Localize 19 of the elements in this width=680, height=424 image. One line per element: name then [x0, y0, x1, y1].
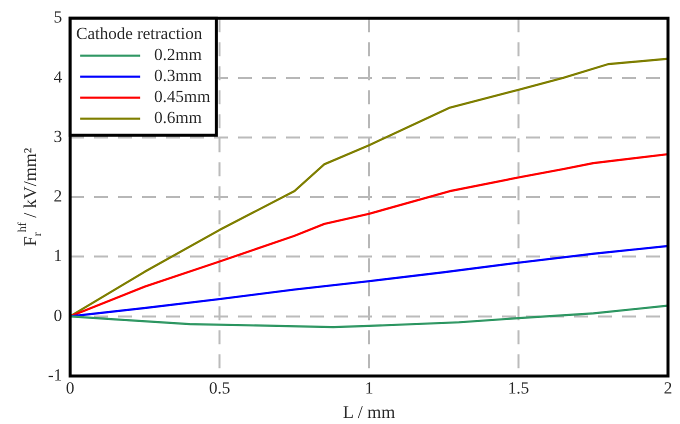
y-tick-label: 5: [54, 8, 62, 27]
x-tick-label: 1.5: [508, 378, 530, 398]
y-tick-label: 1: [54, 246, 62, 266]
y-tick-label: 3: [54, 126, 62, 146]
y-axis-title: Frhf / kV/mm²: [15, 148, 44, 246]
legend-label: 0.45mm: [154, 87, 210, 106]
x-tick-label: 2: [664, 378, 672, 398]
legend-label: 0.6mm: [154, 108, 202, 128]
x-tick-label: 1: [364, 378, 374, 398]
legend-label: 0.2mm: [154, 45, 202, 64]
x-tick-label: 0.5: [208, 378, 230, 398]
x-tick-label: 0: [66, 378, 74, 398]
x-axis-title: L / mm: [342, 402, 396, 422]
y-tick-label: -1: [48, 365, 62, 384]
legend-title: Cathode retraction: [76, 24, 203, 44]
y-tick-label: 4: [54, 67, 63, 86]
y-tick-label: 0: [54, 306, 62, 325]
legend-label: 0.3mm: [154, 66, 202, 86]
y-tick-label: 2: [54, 186, 62, 206]
